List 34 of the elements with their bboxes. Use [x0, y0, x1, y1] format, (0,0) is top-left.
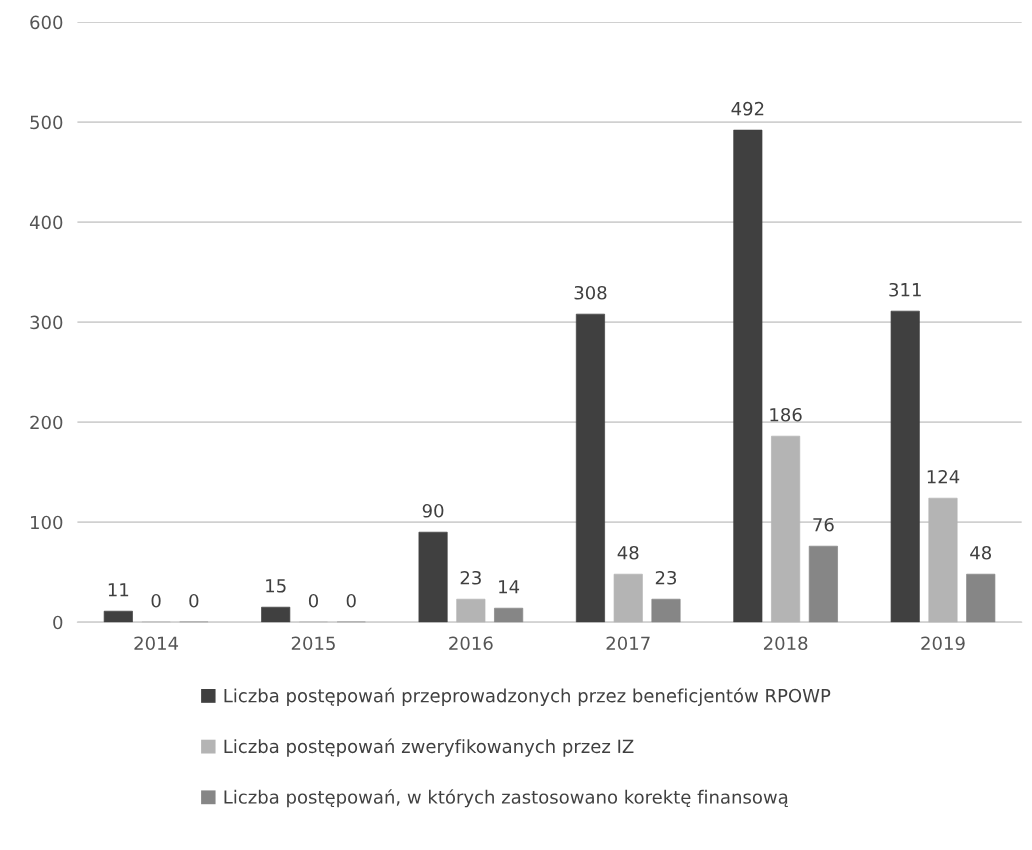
data-label: 23 [460, 570, 481, 585]
x-tick-label: 2018 [763, 636, 808, 651]
x-tick-label: 2019 [921, 636, 965, 651]
legend-label: Liczba postępowań przeprowadzonych przez beneficjentów RPOWP [224, 687, 831, 706]
x-tick-label: 2017 [606, 636, 650, 651]
data-label: 492 [731, 101, 764, 116]
y-tick-label: 400 [29, 215, 63, 230]
y-tick-label: 600 [30, 15, 63, 30]
data-label: 124 [927, 469, 960, 484]
legend-label: Liczba postępowań, w których zastosowano korektę finansową [224, 789, 788, 808]
data-label: 76 [813, 517, 834, 532]
data-label: 14 [499, 580, 520, 594]
x-tick-label: 2016 [449, 636, 493, 651]
data-label: 48 [617, 545, 639, 560]
y-tick-label: 0 [53, 615, 63, 630]
data-label: 48 [970, 545, 992, 560]
data-label: 0 [151, 593, 161, 608]
y-tick-label: 100 [31, 515, 63, 530]
y-tick-label: 500 [30, 115, 63, 130]
x-tick-label: 2014 [134, 636, 179, 651]
data-label: 186 [770, 407, 802, 422]
data-label: 23 [655, 570, 677, 585]
y-tick-label: 200 [30, 415, 63, 430]
legend-label: Liczba postępowań zweryfikowanych przez IZ [224, 738, 634, 757]
data-label: 0 [346, 593, 356, 608]
data-label: 308 [574, 285, 607, 300]
x-tick-label: 2015 [291, 636, 335, 651]
data-label: 90 [422, 503, 444, 518]
data-label: 15 [266, 579, 286, 593]
data-label: 311 [889, 282, 921, 297]
data-label: 0 [189, 593, 199, 608]
data-label: 11 [108, 583, 129, 597]
data-label: 0 [308, 593, 319, 608]
y-tick-label: 300 [30, 315, 63, 330]
